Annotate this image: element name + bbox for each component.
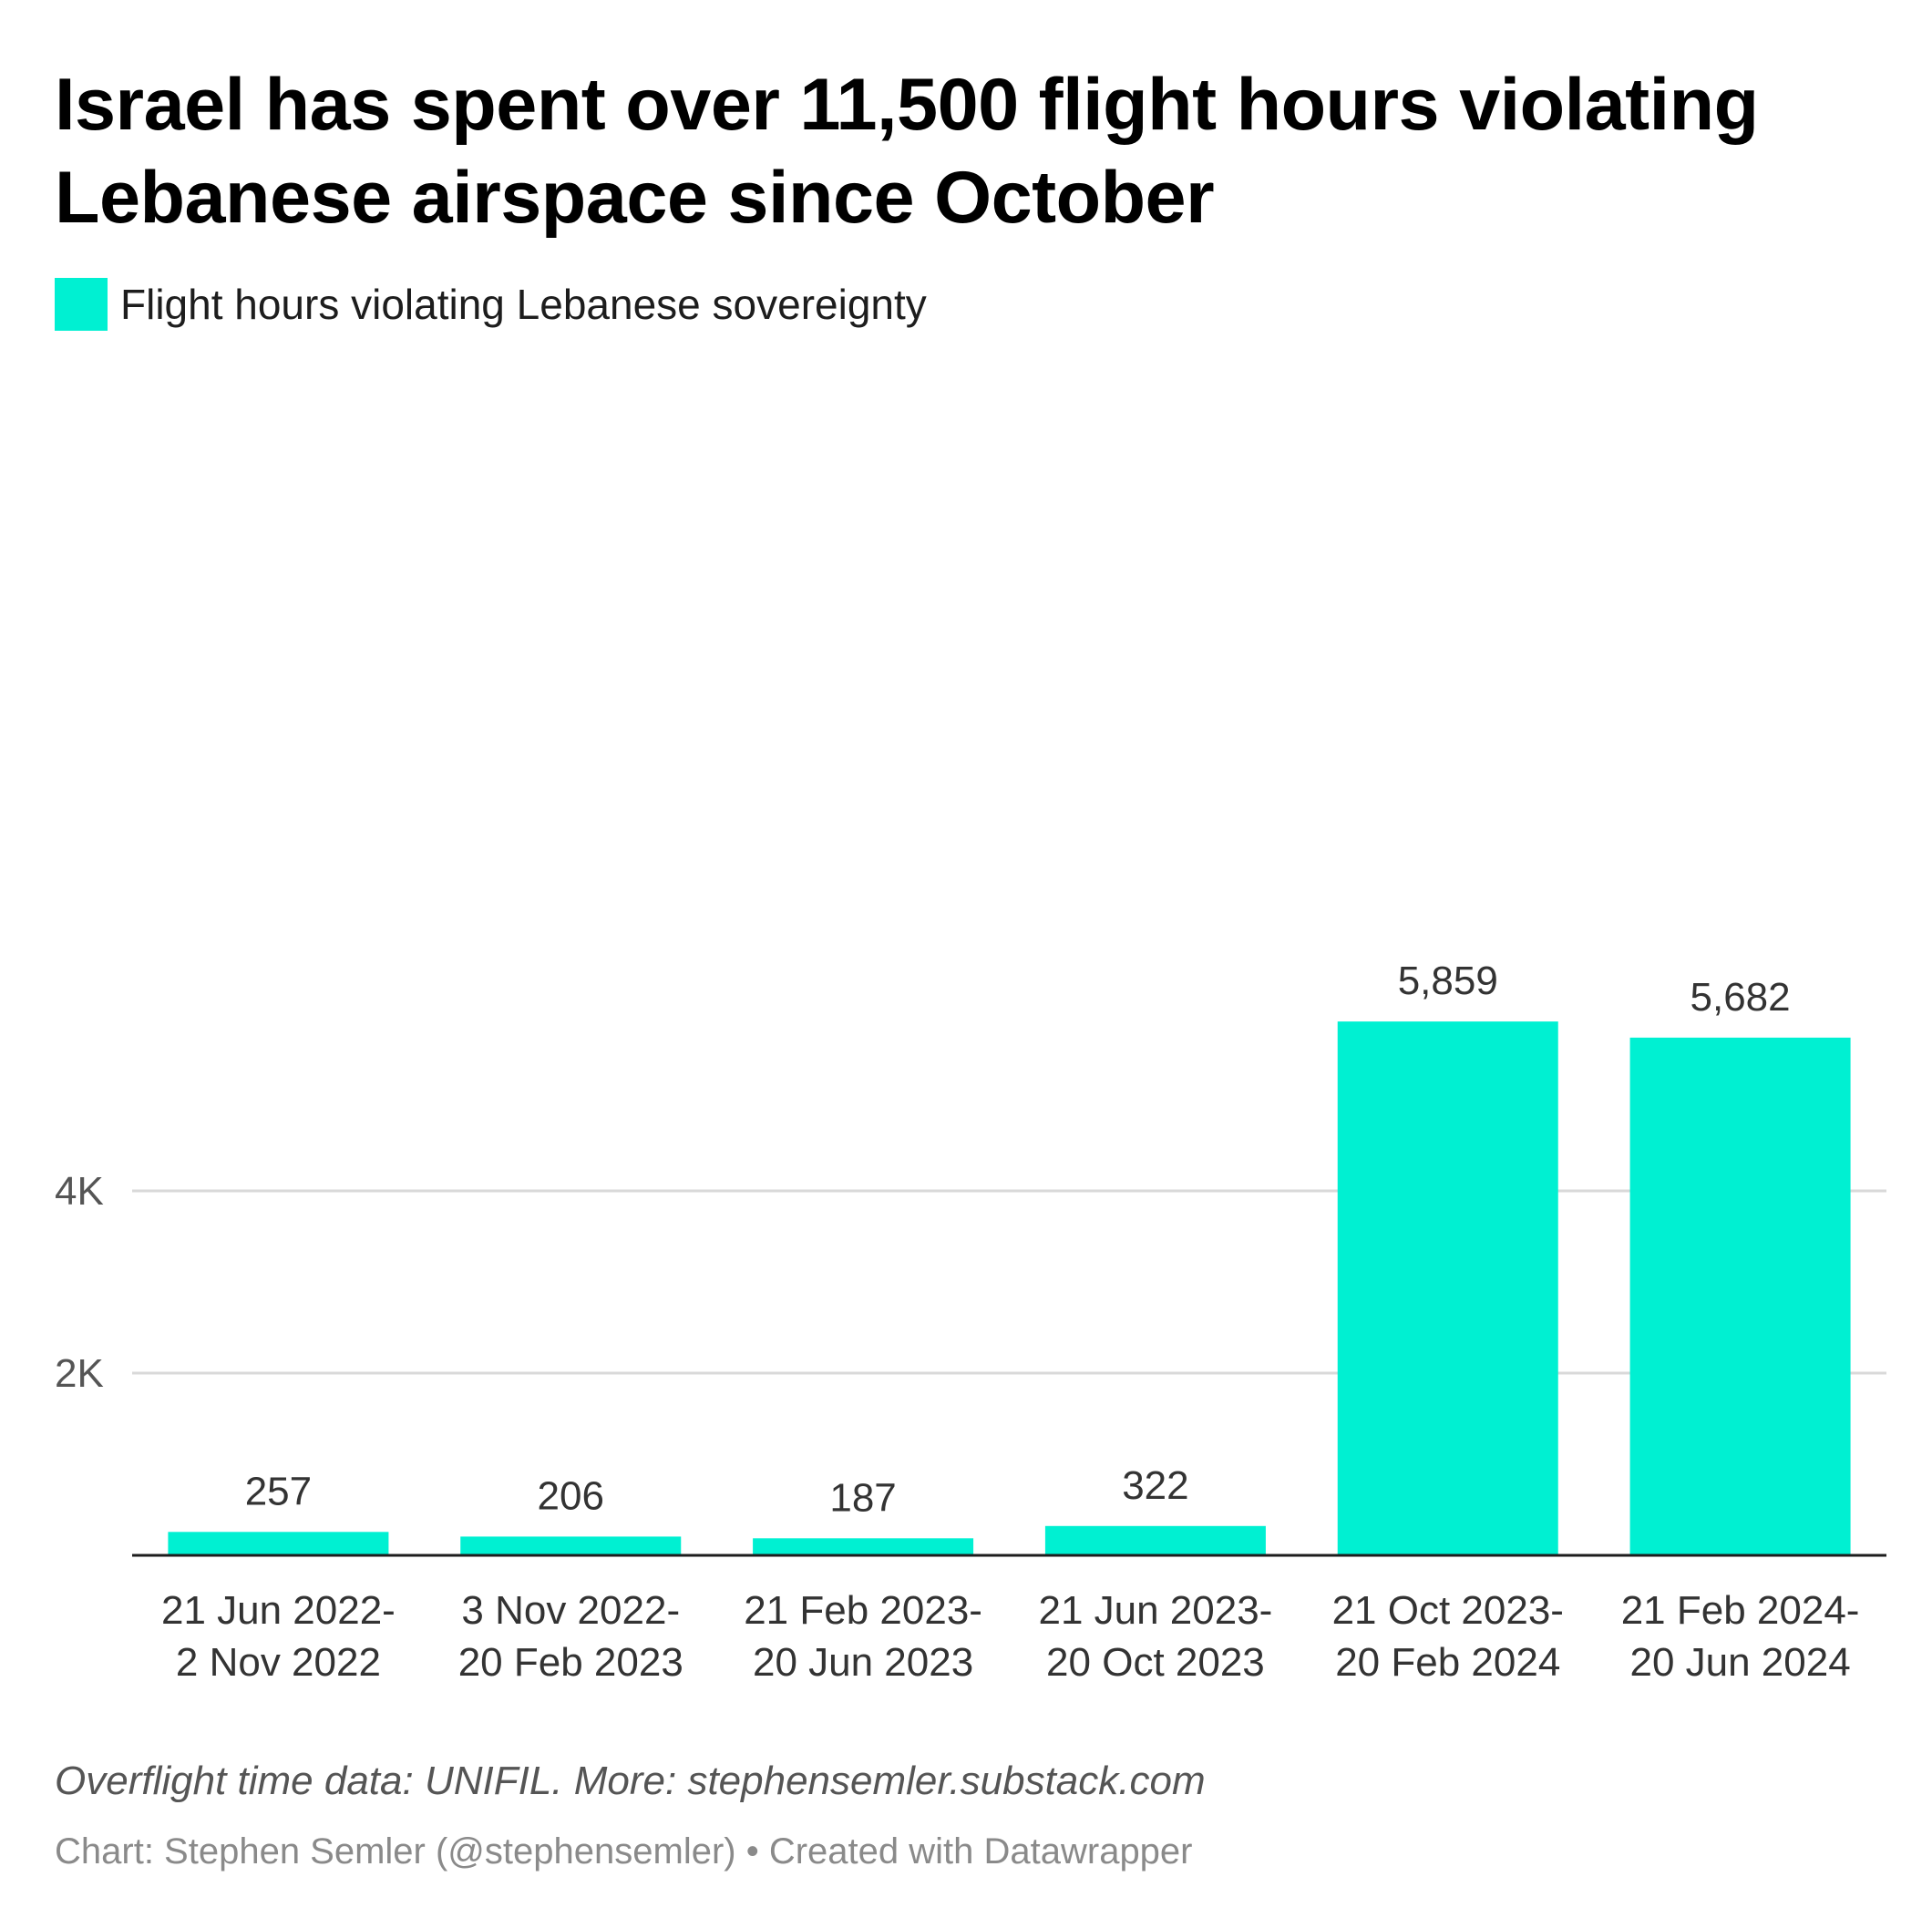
bar [1629, 1037, 1851, 1555]
x-tick-label: 20 Jun 2023 [753, 1640, 973, 1685]
bar [1337, 1021, 1558, 1555]
gridlines [132, 1189, 1886, 1375]
x-tick-label: 21 Feb 2023- [744, 1588, 982, 1633]
y-tick-label: 4K [55, 1169, 104, 1214]
chart-byline: Chart: Stephen Semler (@stephensemler) •… [55, 1831, 1193, 1872]
bar [168, 1532, 389, 1555]
x-axis-ticks: 21 Jun 2022- 2 Nov 2022 3 Nov 2022- 20 Feb … [161, 1588, 1859, 1685]
x-tick-label: 3 Nov 2022- [461, 1588, 680, 1633]
x-tick-label: 21 Oct 2023- [1332, 1588, 1564, 1633]
bars [168, 1021, 1851, 1555]
bar [1044, 1525, 1266, 1555]
x-tick-label: 2 Nov 2022 [176, 1640, 381, 1685]
chart-title: Israel has spent over 11,500 flight hour… [55, 64, 1759, 239]
legend-label: Flight hours violating Lebanese sovereig… [120, 281, 927, 328]
bar [460, 1536, 682, 1555]
x-tick-label: 21 Jun 2022- [161, 1588, 396, 1633]
x-tick-label: 20 Jun 2024 [1629, 1640, 1850, 1685]
x-tick-label: 20 Oct 2023 [1046, 1640, 1265, 1685]
y-axis-ticks: 2K 4K [55, 1169, 104, 1396]
legend: Flight hours violating Lebanese sovereig… [55, 278, 927, 331]
x-tick-label: 20 Feb 2024 [1335, 1640, 1560, 1685]
x-tick-label: 20 Feb 2023 [458, 1640, 683, 1685]
data-label: 187 [829, 1475, 896, 1520]
x-tick-label: 21 Jun 2023- [1038, 1588, 1272, 1633]
data-label: 206 [538, 1473, 604, 1518]
data-label: 257 [245, 1469, 312, 1513]
y-tick-label: 2K [55, 1351, 104, 1396]
x-tick-label: 21 Feb 2024- [1621, 1588, 1860, 1633]
bar [753, 1538, 974, 1555]
data-label: 5,682 [1690, 975, 1791, 1020]
chart-notes: Overflight time data: UNIFIL. More: step… [55, 1759, 1206, 1803]
data-label: 5,859 [1398, 959, 1498, 1003]
data-labels: 257 206 187 322 5,859 5,682 [245, 959, 1791, 1520]
bar-chart: 2K 4K 257 206 187 322 5,859 5,682 21 Jun 2022-… [55, 959, 1886, 1685]
data-label: 322 [1122, 1463, 1188, 1508]
legend-swatch [55, 278, 108, 331]
